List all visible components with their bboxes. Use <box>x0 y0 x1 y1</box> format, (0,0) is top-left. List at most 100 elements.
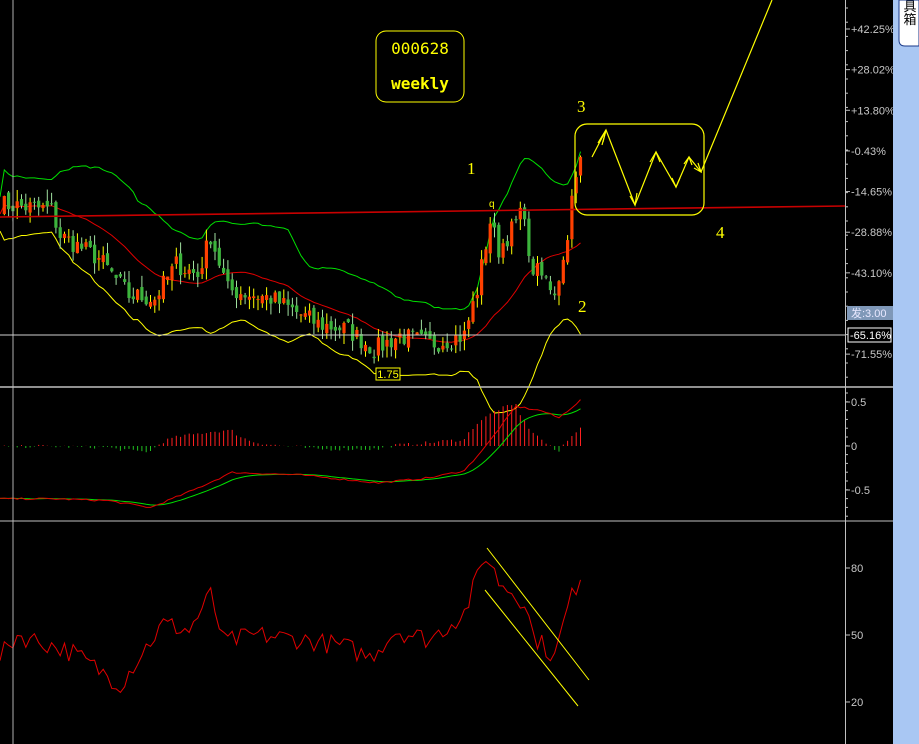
candlestick <box>514 215 518 224</box>
svg-text:发:3.00: 发:3.00 <box>851 306 886 320</box>
candlestick <box>548 275 552 295</box>
candle-body <box>67 236 71 238</box>
candle-body <box>368 347 372 354</box>
candlestick <box>277 291 282 314</box>
candlestick <box>553 286 557 300</box>
candle-body <box>415 332 419 335</box>
candle-body <box>15 201 19 209</box>
candlestick <box>247 286 251 310</box>
candlestick <box>497 222 501 264</box>
candlestick <box>445 333 449 352</box>
candlestick <box>484 246 488 266</box>
candle-body <box>187 269 191 274</box>
price-axis-tick-label: -0.43% <box>851 146 886 158</box>
candle-body <box>200 268 204 275</box>
candle-body <box>140 286 144 301</box>
candlestick <box>518 201 522 231</box>
candlestick <box>239 286 243 306</box>
candlestick <box>19 194 24 209</box>
right-sidebar <box>893 0 919 744</box>
rsi-axis-tick-label: 50 <box>851 630 863 642</box>
candlestick <box>578 155 583 183</box>
candle-body <box>114 274 118 278</box>
price-axis-tick-label: -14.65% <box>851 187 892 199</box>
candle-body <box>166 276 170 281</box>
candle-body <box>157 295 161 300</box>
breakout-projection-line <box>700 0 773 173</box>
candle-body <box>501 243 505 258</box>
candle-body <box>45 200 49 207</box>
candle-body <box>527 218 531 256</box>
candlestick <box>58 218 62 249</box>
candlestick <box>191 260 196 281</box>
price-axis-tick-label: -28.88% <box>851 227 892 239</box>
candle-body <box>295 305 299 312</box>
candle-body <box>2 196 6 215</box>
candlestick <box>45 189 49 214</box>
signal-badge: 发:3.00 <box>847 306 893 320</box>
candle-body <box>97 258 101 260</box>
candlestick <box>105 242 110 266</box>
candlestick <box>316 311 320 333</box>
candlestick <box>71 230 75 261</box>
candle-body <box>510 221 514 247</box>
candle-body <box>363 344 368 352</box>
candle-body <box>230 279 234 291</box>
candle-body <box>376 337 380 356</box>
candle-body <box>256 299 260 301</box>
candlestick <box>256 295 260 311</box>
price-axis-tick-label: -43.10% <box>851 268 892 280</box>
candlestick <box>161 271 165 303</box>
candlestick <box>260 294 264 308</box>
candlestick <box>510 218 514 255</box>
candlestick <box>411 328 415 339</box>
candlestick <box>157 290 161 311</box>
candle-body <box>243 295 247 298</box>
candlestick <box>144 290 148 306</box>
candlestick <box>2 195 6 216</box>
candlestick <box>114 274 118 285</box>
price-axis-tick-label: -71.55% <box>851 349 892 361</box>
candlestick <box>320 309 325 339</box>
candle-body <box>394 338 398 351</box>
candlestick <box>523 203 527 227</box>
candle-body <box>234 287 239 299</box>
candle-body <box>303 313 307 317</box>
price-panel[interactable] <box>0 151 583 414</box>
candlestick <box>376 329 380 362</box>
candlestick <box>333 318 337 342</box>
candlestick <box>230 273 234 296</box>
macd-panel[interactable] <box>0 399 581 508</box>
candle-body <box>50 203 54 205</box>
candlestick <box>75 233 79 254</box>
candle-body <box>7 192 11 210</box>
candlestick <box>204 229 208 280</box>
toolbox-tab[interactable]: 工具箱 <box>898 0 919 47</box>
candle-body <box>153 299 157 306</box>
candle-body <box>226 269 230 282</box>
candle-body <box>437 348 441 352</box>
rsi-panel[interactable] <box>0 547 590 707</box>
candle-body <box>553 293 557 296</box>
candle-body <box>342 322 346 334</box>
candlestick <box>488 217 492 263</box>
svg-text:1.75: 1.75 <box>377 369 398 381</box>
candlestick <box>62 231 67 244</box>
candlestick <box>312 305 316 335</box>
candlestick <box>166 276 170 285</box>
candlestick <box>170 263 174 291</box>
candlestick <box>406 328 411 352</box>
candle-body <box>488 223 492 254</box>
candle-body <box>557 281 561 296</box>
candle-body <box>136 289 140 300</box>
candlestick <box>217 238 221 269</box>
rsi-line <box>0 560 581 694</box>
candle-body <box>110 268 114 272</box>
candlestick <box>415 331 419 335</box>
candle-body <box>548 281 552 291</box>
macd-dif-line <box>0 399 581 508</box>
candlestick <box>531 256 535 276</box>
price-axis-tick-label: +42.25% <box>851 24 895 36</box>
candlestick <box>574 171 578 204</box>
